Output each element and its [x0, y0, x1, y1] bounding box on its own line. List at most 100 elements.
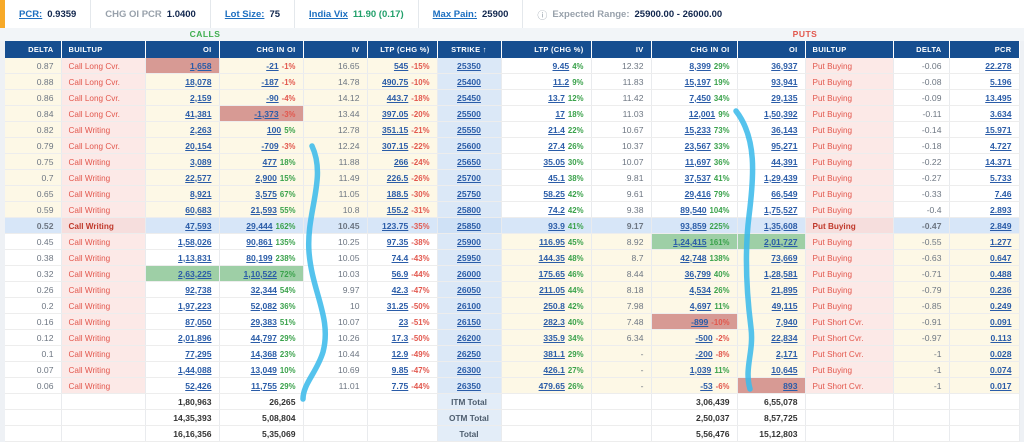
put-ltp-link[interactable]: 282.3	[543, 316, 565, 327]
call-chg-oi-link[interactable]: 44,797	[250, 332, 277, 343]
call-oi-link[interactable]: 1,658	[189, 60, 212, 71]
call-chg-oi-link[interactable]: 14,368	[250, 348, 277, 359]
call-oi-link[interactable]: 1,44,088	[178, 364, 212, 375]
call-ltp-link[interactable]: 443.7	[386, 92, 409, 103]
col-call-oi[interactable]: OI	[145, 41, 220, 58]
call-ltp-link[interactable]: 155.2	[386, 204, 409, 215]
call-ltp-link[interactable]: 545	[393, 60, 409, 71]
col-call-chg-in-oi[interactable]: CHG IN OI	[219, 41, 304, 58]
put-ltp-link[interactable]: 17	[555, 108, 565, 119]
put-chg-oi-link[interactable]: 4,534	[689, 284, 711, 295]
put-chg-oi-link[interactable]: 11,697	[685, 156, 711, 167]
call-oi-link[interactable]: 2,63,225	[178, 268, 212, 279]
put-oi-link[interactable]: 22,834	[771, 332, 798, 343]
call-oi-link[interactable]: 52,426	[185, 380, 212, 391]
strike-link[interactable]: 25700	[457, 172, 481, 183]
call-chg-oi-link[interactable]: 1,10,522	[243, 268, 277, 279]
put-oi-link[interactable]: 7,940	[775, 316, 798, 327]
put-oi-link[interactable]: 44,391	[771, 156, 798, 167]
put-ltp-link[interactable]: 175.65	[538, 268, 565, 279]
put-ltp-link[interactable]: 13.7	[548, 92, 565, 103]
india-vix-link[interactable]: India Vix	[309, 8, 348, 20]
put-oi-link[interactable]: 2,01,727	[764, 236, 798, 247]
call-ltp-link[interactable]: 266	[393, 156, 409, 167]
col-call-delta[interactable]: DELTA	[5, 41, 62, 58]
put-ltp-link[interactable]: 11.2	[552, 76, 570, 87]
call-chg-oi-link[interactable]: 477	[262, 156, 277, 167]
put-oi-link[interactable]: 21,895	[771, 284, 798, 295]
put-chg-oi-link[interactable]: 12,001	[688, 108, 716, 119]
put-oi-link[interactable]: 1,75,527	[764, 204, 798, 215]
put-pcr-link[interactable]: 0.488	[989, 268, 1012, 279]
col-put-oi[interactable]: OI	[737, 41, 806, 58]
put-chg-oi-link[interactable]: 1,039	[689, 364, 712, 375]
put-chg-oi-link[interactable]: 15,197	[684, 76, 711, 87]
put-pcr-link[interactable]: 2.849	[989, 220, 1012, 231]
put-oi-link[interactable]: 66,549	[771, 188, 798, 199]
put-chg-oi-link[interactable]: 29,416	[684, 188, 711, 199]
put-ltp-link[interactable]: 35.05	[543, 156, 565, 167]
put-chg-oi-link[interactable]: 42,748	[680, 252, 707, 263]
put-oi-link[interactable]: 1,35,608	[764, 220, 798, 231]
call-oi-link[interactable]: 8,921	[189, 188, 212, 199]
call-ltp-link[interactable]: 490.75	[382, 76, 409, 87]
strike-link[interactable]: 26200	[457, 332, 481, 343]
call-chg-oi-link[interactable]: -187	[261, 76, 279, 87]
max-pain-link[interactable]: Max Pain:	[432, 8, 477, 20]
strike-link[interactable]: 25650	[457, 156, 481, 167]
call-ltp-link[interactable]: 123.75	[382, 220, 409, 231]
strike-link[interactable]: 26300	[457, 364, 481, 375]
put-chg-oi-link[interactable]: 8,399	[689, 60, 711, 71]
put-pcr-link[interactable]: 0.091	[989, 316, 1012, 327]
put-chg-oi-link[interactable]: 7,450	[689, 92, 711, 103]
call-chg-oi-link[interactable]: 32,344	[250, 284, 277, 295]
put-ltp-link[interactable]: 479.65	[538, 380, 565, 391]
put-pcr-link[interactable]: 2.893	[989, 204, 1012, 215]
strike-link[interactable]: 25950	[457, 252, 481, 263]
put-oi-link[interactable]: 36,937	[771, 60, 798, 71]
put-ltp-link[interactable]: 426.1	[543, 364, 565, 375]
put-oi-link[interactable]: 49,115	[771, 300, 798, 311]
call-ltp-link[interactable]: 7.75	[391, 380, 409, 391]
call-oi-link[interactable]: 77,295	[185, 348, 212, 359]
put-ltp-link[interactable]: 335.9	[543, 332, 565, 343]
call-oi-link[interactable]: 2,159	[189, 92, 212, 103]
call-oi-link[interactable]: 1,13,831	[178, 252, 212, 263]
call-ltp-link[interactable]: 351.15	[382, 124, 409, 135]
put-ltp-link[interactable]: 45.1	[548, 172, 565, 183]
col-put-chg-in-oi[interactable]: CHG IN OI	[651, 41, 738, 58]
lot-size-link[interactable]: Lot Size:	[224, 8, 265, 20]
call-ltp-link[interactable]: 9.85	[391, 364, 409, 375]
strike-link[interactable]: 26050	[457, 284, 481, 295]
put-pcr-link[interactable]: 0.647	[989, 252, 1012, 263]
put-ltp-link[interactable]: 74.2	[548, 204, 565, 215]
call-oi-link[interactable]: 18,078	[185, 76, 212, 87]
call-oi-link[interactable]: 47,593	[185, 220, 212, 231]
put-pcr-link[interactable]: 0.249	[989, 300, 1012, 311]
call-chg-oi-link[interactable]: -1,373	[254, 108, 279, 119]
put-oi-link[interactable]: 93,941	[771, 76, 798, 87]
put-chg-oi-link[interactable]: 93,859	[680, 220, 707, 231]
put-ltp-link[interactable]: 93.9	[548, 220, 565, 231]
put-pcr-link[interactable]: 0.236	[989, 284, 1012, 295]
put-ltp-link[interactable]: 9.45	[552, 60, 570, 71]
put-oi-link[interactable]: 893	[783, 380, 798, 391]
put-oi-link[interactable]: 73,669	[771, 252, 798, 263]
call-ltp-link[interactable]: 97.35	[386, 236, 409, 247]
call-ltp-link[interactable]: 56.9	[391, 268, 409, 279]
put-ltp-link[interactable]: 27.4	[548, 140, 565, 151]
call-ltp-link[interactable]: 188.5	[386, 188, 409, 199]
call-oi-link[interactable]: 2,01,896	[178, 332, 212, 343]
strike-link[interactable]: 26350	[457, 380, 481, 391]
put-oi-link[interactable]: 1,28,581	[764, 268, 798, 279]
strike-link[interactable]: 25350	[457, 60, 481, 71]
put-pcr-link[interactable]: 1.277	[989, 236, 1012, 247]
put-oi-link[interactable]: 10,645	[771, 364, 798, 375]
call-oi-link[interactable]: 2,263	[189, 124, 212, 135]
put-ltp-link[interactable]: 381.1	[543, 348, 565, 359]
call-chg-oi-link[interactable]: 2,900	[255, 172, 277, 183]
put-chg-oi-link[interactable]: 89,540	[680, 204, 707, 215]
put-chg-oi-link[interactable]: 15,233	[684, 124, 711, 135]
put-ltp-link[interactable]: 21.4	[548, 124, 565, 135]
col-call-iv[interactable]: IV	[303, 41, 368, 58]
